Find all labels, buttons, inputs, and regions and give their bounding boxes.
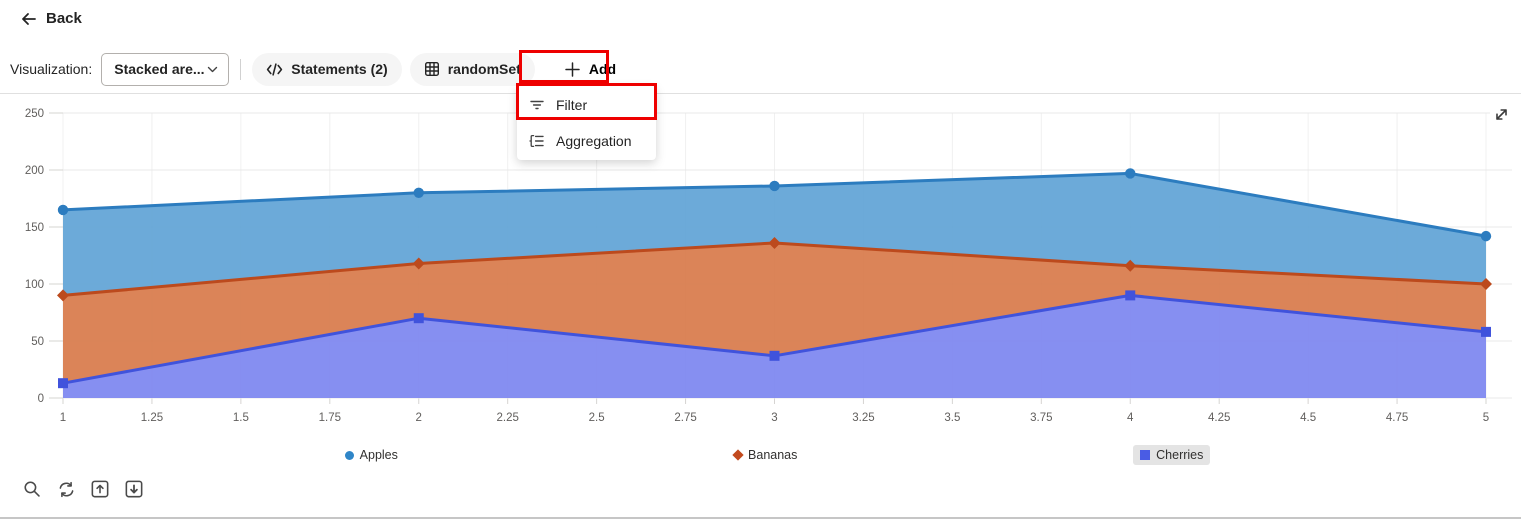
chevron-down-icon — [208, 66, 218, 72]
marker-bananas[interactable] — [57, 289, 69, 302]
x-tick-label: 2.5 — [589, 412, 605, 424]
refresh-icon[interactable] — [55, 478, 77, 500]
chart-card-border — [0, 93, 1521, 94]
x-tick-label: 3.75 — [1030, 412, 1052, 424]
x-tick-label: 3 — [771, 412, 777, 424]
back-arrow-icon — [22, 12, 36, 25]
statements-button[interactable]: Statements (2) — [252, 52, 402, 86]
menu-item-filter[interactable]: Filter — [517, 87, 656, 123]
marker-cherries[interactable] — [1481, 326, 1491, 337]
x-tick-label: 2.25 — [496, 412, 518, 424]
x-tick-label: 1.25 — [141, 412, 163, 424]
x-tick-label: 1.75 — [319, 412, 341, 424]
y-tick-label: 250 — [25, 108, 44, 120]
aggregation-icon — [529, 134, 544, 148]
page-bottom-divider — [0, 517, 1521, 519]
legend-item-apples[interactable]: Apples — [338, 445, 405, 465]
expand-button[interactable] — [1490, 103, 1512, 125]
x-tick-label: 1 — [60, 412, 66, 424]
expand-icon — [1495, 108, 1507, 120]
menu-item-aggregation[interactable]: Aggregation — [517, 123, 656, 159]
statements-label: Statements (2) — [291, 61, 388, 77]
plus-icon — [565, 61, 580, 77]
x-tick-label: 4 — [1127, 412, 1134, 424]
y-tick-label: 0 — [38, 393, 44, 405]
y-tick-label: 150 — [25, 222, 44, 234]
filter-icon — [530, 100, 544, 110]
chart-bottom-toolbar — [21, 478, 145, 500]
legend-item-cherries[interactable]: Cherries — [1133, 445, 1211, 465]
randomset-label: randomSet — [447, 61, 521, 77]
visualization-type-select[interactable]: Stacked are... — [101, 52, 230, 86]
x-tick-label: 1.5 — [233, 412, 249, 424]
marker-apples[interactable] — [1125, 168, 1136, 179]
visualization-type-value: Stacked are... — [114, 61, 205, 77]
menu-item-aggregation-label: Aggregation — [556, 133, 632, 149]
move-down-icon[interactable] — [123, 478, 145, 500]
visualization-toolbar: Visualization: Stacked are... Statements… — [10, 52, 622, 86]
marker-bananas[interactable] — [768, 236, 781, 249]
circle-marker-icon — [344, 450, 354, 460]
add-dropdown-menu: Filter Aggregation — [517, 86, 656, 160]
back-label: Back — [46, 10, 82, 27]
x-tick-label: 4.25 — [1208, 412, 1230, 424]
randomset-button[interactable]: randomSet — [409, 52, 535, 86]
marker-apples[interactable] — [413, 187, 424, 198]
legend-label: Apples — [359, 448, 398, 462]
marker-cherries[interactable] — [769, 350, 780, 361]
visualization-label: Visualization: — [10, 61, 93, 77]
square-marker-icon — [1140, 450, 1151, 460]
y-tick-label: 100 — [25, 279, 44, 291]
add-button[interactable]: Add — [559, 53, 622, 86]
marker-bananas[interactable] — [412, 257, 425, 270]
diamond-marker-icon — [732, 449, 744, 461]
marker-bananas[interactable] — [1480, 278, 1492, 290]
search-icon[interactable] — [21, 478, 43, 500]
marker-bananas[interactable] — [1124, 259, 1137, 272]
x-tick-label: 3.5 — [944, 412, 960, 424]
legend-label: Cherries — [1156, 448, 1204, 462]
marker-cherries[interactable] — [1125, 290, 1136, 301]
y-tick-label: 50 — [31, 336, 44, 348]
toolbar-divider — [240, 58, 242, 80]
marker-apples[interactable] — [1480, 230, 1492, 242]
menu-item-filter-label: Filter — [556, 97, 588, 113]
marker-apples[interactable] — [769, 180, 780, 192]
table-icon — [424, 62, 439, 77]
x-tick-label: 5 — [1483, 412, 1489, 424]
legend-label: Bananas — [748, 448, 798, 462]
y-tick-label: 200 — [25, 165, 44, 177]
area-bananas — [63, 242, 1486, 384]
back-button[interactable]: Back — [20, 10, 82, 27]
chart-legend: Apples Bananas Cherries — [0, 445, 1521, 471]
x-tick-label: 2.75 — [674, 412, 696, 424]
legend-item-bananas[interactable]: Bananas — [727, 445, 804, 465]
x-tick-label: 2 — [416, 412, 422, 424]
x-tick-label: 4.5 — [1300, 412, 1316, 424]
x-tick-label: 4.75 — [1386, 412, 1408, 424]
add-label: Add — [588, 61, 617, 77]
marker-apples[interactable] — [57, 204, 69, 216]
move-up-icon[interactable] — [89, 478, 111, 500]
x-tick-label: 3.25 — [852, 412, 874, 424]
stacked-area-chart: 1 1.25 1.5 1.75 2 2.25 2.5 2.75 3 3.25 3.5 3.75 4 4.2… — [25, 108, 1512, 424]
code-icon — [267, 62, 283, 76]
marker-cherries[interactable] — [413, 313, 424, 324]
marker-cherries[interactable] — [58, 378, 68, 389]
